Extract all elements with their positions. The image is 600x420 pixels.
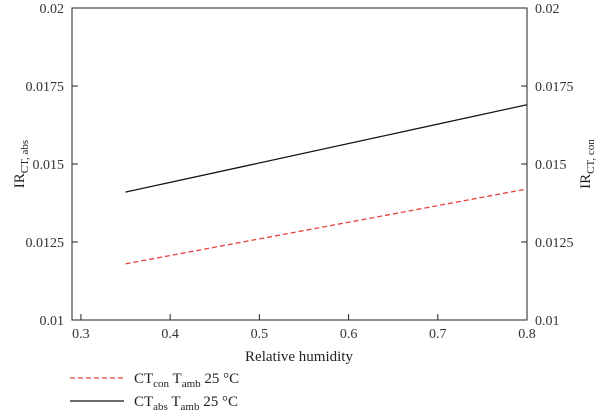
legend-label-part: amb: [182, 378, 201, 390]
plot-frame: [71, 7, 528, 321]
series-lines: [125, 104, 528, 265]
legend-label-part: abs: [153, 401, 168, 413]
legend-label-part: CT: [134, 394, 153, 410]
y-tick-label-right: 0.0125: [535, 236, 574, 251]
y-tick-label-right: 0.015: [535, 158, 567, 173]
legend-label-part: 25 °C: [199, 394, 238, 410]
x-tick-label: 0.3: [72, 327, 90, 342]
series-line-con: [125, 188, 528, 265]
legend-label-part: amb: [181, 401, 200, 413]
series-line-abs: [125, 104, 528, 193]
legend-label-part: 25 °C: [201, 371, 240, 387]
legend-label-part: con: [153, 378, 169, 390]
y-tick-label-left: 0.0175: [26, 80, 65, 95]
x-tick-label: 0.5: [251, 327, 269, 342]
y-tick-label-left: 0.015: [33, 158, 65, 173]
x-tick-label: 0.6: [340, 327, 358, 342]
legend-label-part: T: [168, 394, 181, 410]
x-tick-label: 0.4: [161, 327, 179, 342]
legend-label: CTcon Tamb 25 °C: [134, 371, 239, 390]
y-axis-title-left: IRCT, abs: [12, 140, 31, 188]
y-axis-title-left-sub: CT, abs: [19, 140, 31, 173]
legend-label: CTabs Tamb 25 °C: [134, 394, 238, 413]
legend-label-part: T: [169, 371, 182, 387]
y-axis-title-right-sub: CT, con: [585, 139, 597, 174]
y-axis-title-right-base: IR: [578, 174, 594, 189]
y-tick-label-right: 0.02: [535, 2, 560, 17]
x-axis-title: Relative humidity: [245, 349, 353, 365]
legend-label-part: CT: [134, 371, 153, 387]
y-ticks-left: 0.01 0.0125 0.015 0.0175 0.02: [26, 2, 78, 329]
y-tick-label-right: 0.01: [535, 314, 560, 329]
x-tick-label: 0.8: [518, 327, 536, 342]
y-axis-title-right: IRCT, con: [578, 139, 597, 189]
x-ticks: 0.3 0.4 0.5 0.6 0.7 0.8: [72, 314, 536, 342]
y-tick-label-left: 0.02: [40, 2, 65, 17]
y-tick-label-left: 0.01: [40, 314, 65, 329]
y-tick-label-left: 0.0125: [26, 236, 65, 251]
x-tick-label: 0.7: [429, 327, 447, 342]
y-axis-title-left-base: IR: [12, 173, 28, 188]
y-ticks-right: 0.01 0.0125 0.015 0.0175 0.02: [521, 2, 574, 329]
y-tick-label-right: 0.0175: [535, 80, 574, 95]
